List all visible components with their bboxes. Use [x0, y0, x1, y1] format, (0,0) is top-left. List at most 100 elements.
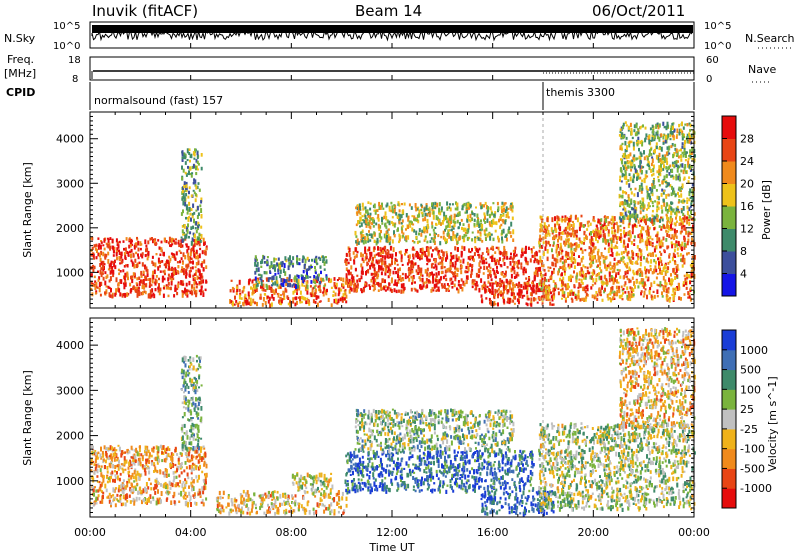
- data-cell: [639, 189, 641, 192]
- data-cell: [515, 274, 517, 278]
- data-cell: [678, 283, 680, 287]
- data-cell: [607, 297, 609, 301]
- data-cell: [526, 282, 528, 285]
- data-cell: [537, 302, 539, 304]
- data-cell: [510, 261, 512, 266]
- data-cell: [133, 254, 135, 257]
- data-cell: [330, 279, 332, 283]
- data-cell: [658, 261, 660, 266]
- data-cell: [185, 217, 187, 220]
- data-cell: [97, 287, 99, 289]
- data-cell: [489, 270, 491, 274]
- data-cell: [593, 230, 595, 233]
- data-cell: [184, 224, 186, 229]
- data-cell: [514, 247, 516, 250]
- data-cell: [689, 281, 691, 285]
- data-cell: [631, 130, 633, 135]
- data-cell: [512, 229, 514, 234]
- data-cell: [124, 252, 126, 255]
- data-cell: [546, 217, 548, 221]
- data-cell: [389, 272, 391, 276]
- data-cell: [198, 212, 200, 216]
- data-cell: [620, 229, 622, 232]
- data-cell: [586, 228, 588, 231]
- data-cell: [585, 296, 587, 299]
- data-cell: [620, 225, 622, 227]
- data-cell: [484, 229, 486, 231]
- data-cell: [490, 247, 492, 250]
- data-cell: [682, 264, 684, 267]
- data-cell: [258, 274, 260, 276]
- data-cell: [638, 220, 640, 224]
- data-cell: [461, 227, 463, 230]
- data-cell: [599, 267, 601, 270]
- data-cell: [491, 260, 493, 262]
- data-cell: [129, 283, 131, 287]
- data-cell: [659, 225, 661, 228]
- data-cell: [592, 261, 594, 264]
- data-cell: [440, 236, 442, 238]
- data-cell: [269, 297, 271, 301]
- data-cell: [493, 270, 495, 275]
- data-cell: [457, 270, 459, 272]
- data-cell: [691, 273, 693, 277]
- data-cell: [655, 261, 657, 265]
- data-cell: [419, 228, 421, 232]
- data-cell: [489, 236, 491, 241]
- data-cell: [358, 278, 360, 280]
- data-cell: [582, 264, 584, 267]
- data-cell: [152, 271, 154, 276]
- data-cell: [633, 216, 635, 218]
- data-cell: [332, 294, 334, 297]
- data-cell: [295, 296, 297, 300]
- data-cell: [468, 224, 470, 228]
- data-cell: [276, 280, 278, 283]
- data-cell: [264, 271, 266, 274]
- data-cell: [103, 277, 105, 281]
- data-cell: [549, 276, 551, 278]
- data-cell: [626, 181, 628, 185]
- data-cell: [620, 219, 622, 223]
- data-cell: [492, 286, 494, 289]
- data-cell: [646, 175, 648, 177]
- data-cell: [288, 277, 290, 281]
- data-cell: [408, 278, 410, 282]
- data-cell: [374, 240, 376, 243]
- data-cell: [160, 270, 162, 273]
- data-cell: [311, 294, 313, 298]
- data-cell: [507, 266, 509, 269]
- data-cell: [404, 253, 406, 256]
- data-cell: [279, 275, 281, 279]
- data-cell: [492, 291, 494, 295]
- data-cell: [355, 268, 357, 271]
- data-cell: [552, 254, 554, 259]
- data-cell: [576, 275, 578, 280]
- data-cell: [391, 221, 393, 224]
- data-cell: [662, 242, 664, 247]
- data-cell: [271, 276, 273, 280]
- data-cell: [624, 161, 626, 164]
- data-cell: [399, 275, 401, 279]
- data-cell: [307, 285, 309, 289]
- data-cell: [187, 166, 189, 169]
- data-cell: [611, 230, 613, 234]
- data-cell: [355, 231, 357, 236]
- data-cell: [356, 254, 358, 257]
- data-cell: [185, 275, 187, 279]
- data-cell: [418, 209, 420, 213]
- data-cell: [248, 279, 250, 284]
- data-cell: [675, 174, 677, 178]
- data-cell: [434, 248, 436, 251]
- data-cell: [411, 288, 413, 292]
- data-cell: [545, 290, 547, 294]
- data-cell: [322, 255, 324, 258]
- data-cell: [578, 279, 580, 281]
- data-cell: [489, 207, 491, 209]
- data-cell: [548, 224, 550, 226]
- data-cell: [412, 248, 414, 251]
- data-cell: [616, 286, 618, 289]
- data-cell: [356, 280, 358, 283]
- data-cell: [534, 276, 536, 280]
- data-cell: [545, 242, 547, 246]
- nsearch-label: N.Search: [745, 32, 795, 45]
